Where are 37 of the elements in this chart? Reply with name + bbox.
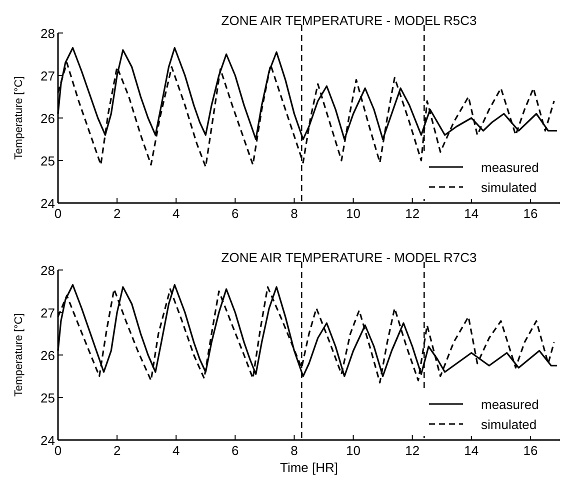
x-tick-label: 2 (113, 206, 121, 221)
x-tick-label: 16 (523, 206, 538, 221)
x-tick-label: 12 (405, 443, 420, 458)
legend-label: simulated (481, 417, 537, 432)
x-tick-label: 2 (113, 443, 121, 458)
y-axis-title: Temperature [°C] (13, 313, 25, 397)
legend-label: measured (481, 397, 539, 412)
x-tick-label: 0 (54, 443, 62, 458)
y-tick-label: 27 (40, 306, 55, 320)
x-tick-label: 16 (523, 443, 538, 458)
y-tick-label: 24 (40, 433, 55, 448)
y-tick-label: 28 (40, 26, 55, 41)
y-tick-label: 25 (40, 154, 55, 168)
legend-label: measured (481, 160, 539, 175)
x-tick-label: 10 (346, 206, 361, 221)
x-tick-label: 10 (346, 443, 361, 458)
x-tick-label: 6 (232, 443, 239, 458)
x-tick-label: 8 (290, 443, 298, 458)
y-tick-label: 27 (40, 68, 55, 84)
y-tick-label: 24 (40, 196, 55, 211)
legend-label: simulated (481, 180, 537, 195)
x-tick-label: 12 (405, 206, 420, 221)
x-tick-label: 6 (232, 206, 239, 221)
chart-title: ZONE AIR TEMPERATURE - MODEL R5C3 (221, 13, 477, 28)
chart-title: ZONE AIR TEMPERATURE - MODEL R7C3 (221, 250, 477, 265)
x-tick-label: 4 (172, 206, 180, 221)
x-tick-label: 4 (172, 443, 180, 458)
x-tick-label: 8 (290, 206, 298, 221)
x-tick-label: 14 (464, 443, 479, 458)
y-tick-label: 25 (40, 390, 55, 406)
y-tick-label: 28 (40, 263, 55, 278)
y-axis-title: Temperature [°C] (13, 76, 25, 160)
x-tick-label: 0 (54, 206, 62, 221)
x-tick-label: 14 (464, 206, 479, 221)
y-tick-label: 26 (40, 348, 55, 363)
x-axis-title: Time [HR] (280, 460, 338, 475)
y-tick-label: 26 (40, 111, 55, 126)
